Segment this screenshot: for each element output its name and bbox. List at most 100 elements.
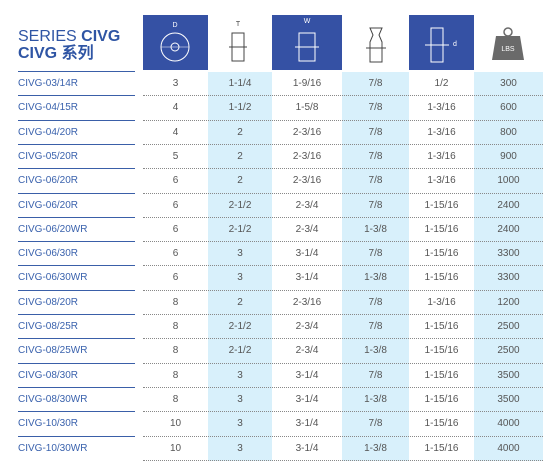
value-cell: 1-3/16 xyxy=(427,150,456,162)
value-cell: 1-15/16 xyxy=(424,248,459,260)
value-cell: 6 xyxy=(172,199,179,211)
value-cell: 1-9/16 xyxy=(292,78,322,89)
value-cell: 1-3/16 xyxy=(427,296,456,308)
value-cell: 1-15/16 xyxy=(424,199,459,211)
value-cell: 2500 xyxy=(497,321,520,332)
value-cell: 3500 xyxy=(497,393,520,405)
model-cell: CIVG-06/20WR xyxy=(18,223,88,235)
value-cell: 3-1/4 xyxy=(295,393,319,405)
value-cell: 2 xyxy=(237,175,243,187)
row-rule xyxy=(143,459,543,461)
value-cell: 1-5/8 xyxy=(295,102,319,114)
value-cell: 3 xyxy=(237,418,243,430)
value-cell: 800 xyxy=(500,126,517,138)
value-cell: 10 xyxy=(169,442,182,454)
value-cell: 2-1/2 xyxy=(228,321,252,332)
column-bg xyxy=(208,72,272,461)
row-rule xyxy=(143,289,543,291)
value-cell: 3500 xyxy=(497,369,520,381)
value-cell: 10 xyxy=(169,418,182,430)
value-cell: 7/8 xyxy=(368,150,383,162)
value-cell: 6 xyxy=(172,248,179,260)
value-cell: 1-3/8 xyxy=(364,223,387,235)
value-cell: 1-15/16 xyxy=(424,345,459,357)
icon-label: T xyxy=(236,21,241,28)
value-cell: 7/8 xyxy=(368,296,383,308)
value-cell: 1-15/16 xyxy=(424,321,459,332)
icon xyxy=(369,27,383,63)
row-rule xyxy=(143,143,543,145)
title-line: SERIES CIVG xyxy=(18,28,120,45)
value-cell: 7/8 xyxy=(368,126,383,138)
value-cell: 1-15/16 xyxy=(424,223,459,235)
value-cell: 7/8 xyxy=(368,321,383,332)
value-cell: 6 xyxy=(172,223,179,235)
value-cell: 8 xyxy=(172,296,179,308)
row-rule xyxy=(143,168,543,170)
row-rule xyxy=(143,362,543,364)
value-cell: 2500 xyxy=(497,345,520,357)
value-cell: 1-1/2 xyxy=(228,102,252,114)
row-rule xyxy=(143,192,543,194)
column-bg xyxy=(342,72,409,461)
value-cell: 3 xyxy=(237,369,243,381)
row-rule xyxy=(18,386,135,388)
value-cell: 6 xyxy=(172,175,179,187)
row-rule xyxy=(18,192,135,194)
series-title: CIVG xyxy=(81,28,121,45)
value-cell: 3-1/4 xyxy=(295,442,319,454)
value-cell: 3300 xyxy=(497,248,520,260)
model-cell: CIVG-05/20R xyxy=(18,150,79,162)
model-cell: CIVG-03/14R xyxy=(18,78,79,89)
model-cell: CIVG-10/30R xyxy=(18,418,79,430)
value-cell: 2-3/4 xyxy=(295,345,319,357)
value-cell: 3-1/4 xyxy=(295,248,319,260)
model-cell: CIVG-04/20R xyxy=(18,126,79,138)
value-cell: 4000 xyxy=(497,418,520,430)
row-rule xyxy=(143,241,543,243)
value-cell: 2-3/16 xyxy=(292,296,322,308)
model-cell: CIVG-10/30WR xyxy=(18,442,88,454)
model-cell: CIVG-08/30WR xyxy=(18,393,88,405)
icon-label: D xyxy=(172,22,177,29)
value-cell: 3 xyxy=(237,393,243,405)
row-rule xyxy=(18,241,135,243)
value-cell: 1-3/8 xyxy=(364,442,387,454)
icon-label: LBS xyxy=(501,46,515,53)
value-cell: 2-3/4 xyxy=(295,223,319,235)
value-cell: 2 xyxy=(237,296,243,308)
value-cell: 2-3/16 xyxy=(292,126,322,138)
row-rule xyxy=(18,168,135,170)
row-rule xyxy=(143,95,543,97)
value-cell: 2-3/4 xyxy=(295,199,319,211)
value-cell: 600 xyxy=(500,102,517,114)
row-rule xyxy=(143,338,543,340)
value-cell: 1000 xyxy=(497,175,520,187)
row-rule xyxy=(18,314,135,315)
row-rule xyxy=(143,386,543,388)
row-rule xyxy=(18,435,135,437)
model-cell: CIVG-08/25WR xyxy=(18,345,88,357)
value-cell: 1-3/16 xyxy=(427,175,456,187)
row-rule xyxy=(18,216,135,218)
value-cell: 7/8 xyxy=(368,248,383,260)
model-cell: CIVG-06/30WR xyxy=(18,272,88,284)
value-cell: 4 xyxy=(172,102,179,114)
value-cell: 3-1/4 xyxy=(295,272,319,284)
model-cell: CIVG-06/30R xyxy=(18,248,79,260)
value-cell: 7/8 xyxy=(368,175,383,187)
value-cell: 2 xyxy=(237,150,243,162)
model-cell: CIVG-06/20R xyxy=(18,199,79,211)
row-rule xyxy=(18,338,135,340)
value-cell: 3-1/4 xyxy=(295,369,319,381)
model-cell: CIVG-06/20R xyxy=(18,175,79,187)
value-cell: 1-3/16 xyxy=(427,126,456,138)
value-cell: 2400 xyxy=(497,199,520,211)
row-rule xyxy=(143,119,543,121)
value-cell: 2-3/16 xyxy=(292,175,322,187)
row-rule xyxy=(18,71,135,72)
icon-label: W xyxy=(304,18,311,25)
value-cell: 1-15/16 xyxy=(424,393,459,405)
icon xyxy=(503,27,513,37)
